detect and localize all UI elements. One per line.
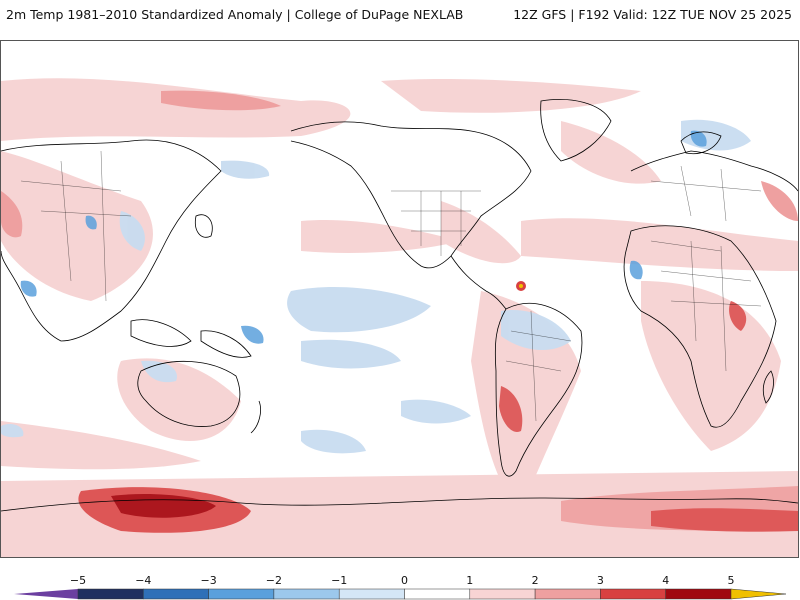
- colorbar-segment: [273, 588, 340, 600]
- colorbar-tick-label: 3: [596, 574, 604, 587]
- colorbar-segment: [469, 588, 536, 600]
- model-valid-time: 12Z GFS | F192 Valid: 12Z TUE NOV 25 202…: [513, 7, 792, 22]
- colorbar-tick-label: −3: [200, 574, 217, 587]
- colorbar-scale: [14, 588, 787, 600]
- map-title: 2m Temp 1981–2010 Standardized Anomaly |…: [6, 7, 464, 22]
- strong-cool-anomaly-areas: [20, 130, 707, 344]
- colorbar-tick-label: 4: [662, 574, 670, 587]
- coastlines: [1, 99, 798, 512]
- header: 2m Temp 1981–2010 Standardized Anomaly |…: [0, 0, 800, 32]
- political-borders: [20, 150, 762, 422]
- colorbar-tick-label: −1: [331, 574, 348, 587]
- colorbar-tick-label: 1: [466, 574, 474, 587]
- colorbar-segment: [404, 588, 471, 600]
- colorbar-segment: [208, 588, 275, 600]
- colorbar-low-extension: [14, 589, 78, 599]
- strong-warm-anomaly-areas: [1, 90, 798, 533]
- colorbar-segment: [665, 588, 732, 600]
- colorbar-tick-label: −2: [265, 574, 282, 587]
- cool-anomaly-areas: [1, 119, 751, 454]
- map-svg: [1, 41, 798, 557]
- colorbar-tick-label: 5: [727, 574, 735, 587]
- colorbar: −5 −4 −3 −2 −1 0 1 2 3 4 5: [0, 566, 800, 600]
- colorbar-segment: [77, 588, 144, 600]
- colorbar-segment: [534, 588, 601, 600]
- colorbar-tick-label: 0: [401, 574, 408, 587]
- colorbar-tick-label: −5: [69, 574, 87, 587]
- anomaly-map: [0, 40, 799, 558]
- colorbar-segment: [143, 588, 209, 600]
- colorbar-segment: [338, 588, 405, 600]
- colorbar-high-extension: [730, 588, 787, 600]
- colorbar-tick-label: 2: [531, 574, 539, 587]
- colorbar-segment: [600, 588, 666, 600]
- colorbar-tick-label: −4: [135, 574, 152, 587]
- warm-anomaly-areas: [1, 78, 798, 557]
